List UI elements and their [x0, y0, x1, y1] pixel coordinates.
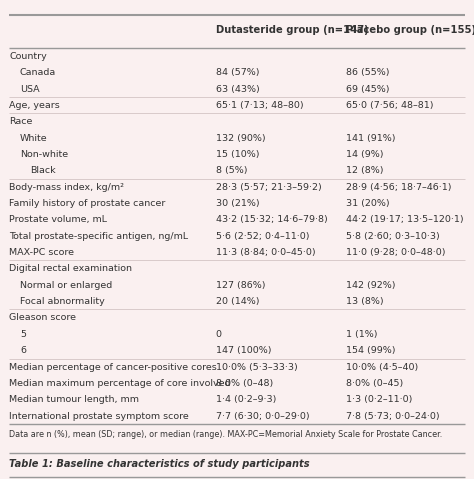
Text: 1·3 (0·2–11·0): 1·3 (0·2–11·0): [346, 395, 412, 404]
Text: Normal or enlarged: Normal or enlarged: [20, 281, 112, 290]
Text: Canada: Canada: [20, 68, 56, 77]
Text: Digital rectal examination: Digital rectal examination: [9, 264, 132, 274]
Text: 5: 5: [20, 330, 26, 339]
Text: 5·8 (2·60; 0·3–10·3): 5·8 (2·60; 0·3–10·3): [346, 232, 440, 241]
Text: 28·9 (4·56; 18·7–46·1): 28·9 (4·56; 18·7–46·1): [346, 182, 452, 192]
Text: 0: 0: [216, 330, 222, 339]
Text: Table 1: Baseline characteristics of study participants: Table 1: Baseline characteristics of stu…: [9, 459, 310, 469]
Text: 84 (57%): 84 (57%): [216, 68, 259, 77]
Text: Median tumour length, mm: Median tumour length, mm: [9, 395, 139, 404]
Text: 20 (14%): 20 (14%): [216, 297, 259, 306]
Text: Prostate volume, mL: Prostate volume, mL: [9, 216, 108, 224]
Text: Non-white: Non-white: [20, 150, 68, 159]
Text: 15 (10%): 15 (10%): [216, 150, 259, 159]
Text: Dutasteride group (n=147): Dutasteride group (n=147): [216, 25, 368, 35]
Text: 65·0 (7·56; 48–81): 65·0 (7·56; 48–81): [346, 101, 434, 110]
Text: Race: Race: [9, 117, 33, 126]
Text: 86 (55%): 86 (55%): [346, 68, 390, 77]
Text: Total prostate-specific antigen, ng/mL: Total prostate-specific antigen, ng/mL: [9, 232, 189, 241]
Text: 8 (5%): 8 (5%): [216, 166, 247, 175]
Text: 142 (92%): 142 (92%): [346, 281, 395, 290]
Text: 10·0% (4·5–40): 10·0% (4·5–40): [346, 363, 418, 372]
Text: 1 (1%): 1 (1%): [346, 330, 377, 339]
Text: International prostate symptom score: International prostate symptom score: [9, 411, 189, 421]
Text: 5·6 (2·52; 0·4–11·0): 5·6 (2·52; 0·4–11·0): [216, 232, 309, 241]
Text: 1·4 (0·2–9·3): 1·4 (0·2–9·3): [216, 395, 276, 404]
Text: 8·0% (0–48): 8·0% (0–48): [216, 379, 273, 388]
Text: 14 (9%): 14 (9%): [346, 150, 383, 159]
Text: Gleason score: Gleason score: [9, 313, 76, 322]
Text: 127 (86%): 127 (86%): [216, 281, 265, 290]
Text: 11·0 (9·28; 0·0–48·0): 11·0 (9·28; 0·0–48·0): [346, 248, 446, 257]
Text: Country: Country: [9, 52, 47, 61]
Text: 28·3 (5·57; 21·3–59·2): 28·3 (5·57; 21·3–59·2): [216, 182, 321, 192]
Text: Placebo group (n=155): Placebo group (n=155): [346, 25, 474, 35]
Text: 69 (45%): 69 (45%): [346, 85, 390, 93]
Text: 43·2 (15·32; 14·6–79·8): 43·2 (15·32; 14·6–79·8): [216, 216, 328, 224]
Text: USA: USA: [20, 85, 39, 93]
Text: Black: Black: [30, 166, 56, 175]
Text: 8·0% (0–45): 8·0% (0–45): [346, 379, 403, 388]
Text: 30 (21%): 30 (21%): [216, 199, 259, 208]
Text: 63 (43%): 63 (43%): [216, 85, 259, 93]
Text: Data are n (%), mean (SD; range), or median (range). MAX-PC=Memorial Anxiety Sca: Data are n (%), mean (SD; range), or med…: [9, 430, 443, 439]
Text: 7·7 (6·30; 0·0–29·0): 7·7 (6·30; 0·0–29·0): [216, 411, 310, 421]
Text: White: White: [20, 134, 47, 143]
Text: 13 (8%): 13 (8%): [346, 297, 383, 306]
Text: Median maximum percentage of core involved: Median maximum percentage of core involv…: [9, 379, 231, 388]
Text: 31 (20%): 31 (20%): [346, 199, 390, 208]
Text: Family history of prostate cancer: Family history of prostate cancer: [9, 199, 166, 208]
Text: 147 (100%): 147 (100%): [216, 346, 271, 355]
Text: 132 (90%): 132 (90%): [216, 134, 265, 143]
Text: Body-mass index, kg/m²: Body-mass index, kg/m²: [9, 182, 125, 192]
Text: 11·3 (8·84; 0·0–45·0): 11·3 (8·84; 0·0–45·0): [216, 248, 315, 257]
Text: 44·2 (19·17; 13·5–120·1): 44·2 (19·17; 13·5–120·1): [346, 216, 464, 224]
Text: Focal abnormality: Focal abnormality: [20, 297, 105, 306]
Text: 12 (8%): 12 (8%): [346, 166, 383, 175]
Text: 7·8 (5·73; 0·0–24·0): 7·8 (5·73; 0·0–24·0): [346, 411, 440, 421]
Text: 6: 6: [20, 346, 26, 355]
Text: Age, years: Age, years: [9, 101, 60, 110]
Text: Median percentage of cancer-positive cores: Median percentage of cancer-positive cor…: [9, 363, 217, 372]
Text: 65·1 (7·13; 48–80): 65·1 (7·13; 48–80): [216, 101, 303, 110]
Text: 141 (91%): 141 (91%): [346, 134, 395, 143]
Text: MAX-PC score: MAX-PC score: [9, 248, 74, 257]
Text: 10·0% (5·3–33·3): 10·0% (5·3–33·3): [216, 363, 297, 372]
Text: 154 (99%): 154 (99%): [346, 346, 395, 355]
